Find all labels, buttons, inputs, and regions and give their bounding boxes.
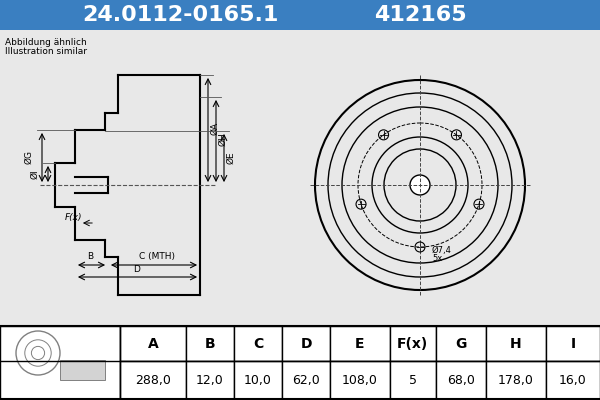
Bar xyxy=(234,326,282,361)
Text: A: A xyxy=(148,336,158,350)
Text: Abbildung ähnlich: Abbildung ähnlich xyxy=(5,38,87,47)
Bar xyxy=(0,326,120,400)
Bar xyxy=(330,326,390,361)
Text: B: B xyxy=(205,336,215,350)
Text: 108,0: 108,0 xyxy=(342,374,378,387)
Bar xyxy=(60,360,105,380)
Text: 24.0112-0165.1: 24.0112-0165.1 xyxy=(82,5,278,25)
Text: D: D xyxy=(134,265,140,274)
Text: C (MTH): C (MTH) xyxy=(139,252,175,261)
Text: 12,0: 12,0 xyxy=(196,374,224,387)
Text: 412165: 412165 xyxy=(374,5,466,25)
Bar xyxy=(120,326,186,361)
Bar xyxy=(282,326,330,361)
Bar xyxy=(486,326,546,361)
Text: H: H xyxy=(510,336,522,350)
Text: ØI: ØI xyxy=(30,169,39,179)
Text: 62,0: 62,0 xyxy=(292,374,320,387)
Text: F(x): F(x) xyxy=(65,213,83,222)
Text: 68,0: 68,0 xyxy=(447,374,475,387)
Bar xyxy=(546,326,600,361)
Bar xyxy=(282,361,330,400)
Text: Illustration similar: Illustration similar xyxy=(5,47,87,56)
Bar xyxy=(436,326,486,361)
Bar xyxy=(546,361,600,400)
Bar xyxy=(390,361,436,400)
Text: ØH: ØH xyxy=(218,132,227,146)
Text: 16,0: 16,0 xyxy=(559,374,587,387)
Bar xyxy=(330,361,390,400)
Text: D: D xyxy=(300,336,312,350)
Bar xyxy=(234,361,282,400)
Bar xyxy=(120,361,186,400)
Bar xyxy=(436,361,486,400)
Text: F(x): F(x) xyxy=(397,336,428,350)
Text: 5x: 5x xyxy=(432,254,442,263)
Bar xyxy=(0,0,600,30)
Bar xyxy=(186,326,234,361)
Text: C: C xyxy=(253,336,263,350)
Text: 5: 5 xyxy=(409,374,417,387)
Text: 288,0: 288,0 xyxy=(135,374,171,387)
Text: 10,0: 10,0 xyxy=(244,374,272,387)
Text: 178,0: 178,0 xyxy=(498,374,534,387)
Bar xyxy=(486,361,546,400)
Bar xyxy=(186,361,234,400)
Circle shape xyxy=(410,175,430,195)
Text: ØE: ØE xyxy=(226,152,235,164)
Text: B: B xyxy=(87,252,93,261)
Text: E: E xyxy=(355,336,365,350)
Text: Ø7,4: Ø7,4 xyxy=(432,246,452,255)
Text: ØG: ØG xyxy=(24,150,33,164)
Bar xyxy=(0,326,600,400)
Text: ØA: ØA xyxy=(210,122,219,134)
Text: G: G xyxy=(455,336,466,350)
Text: I: I xyxy=(571,336,575,350)
Bar xyxy=(390,326,436,361)
